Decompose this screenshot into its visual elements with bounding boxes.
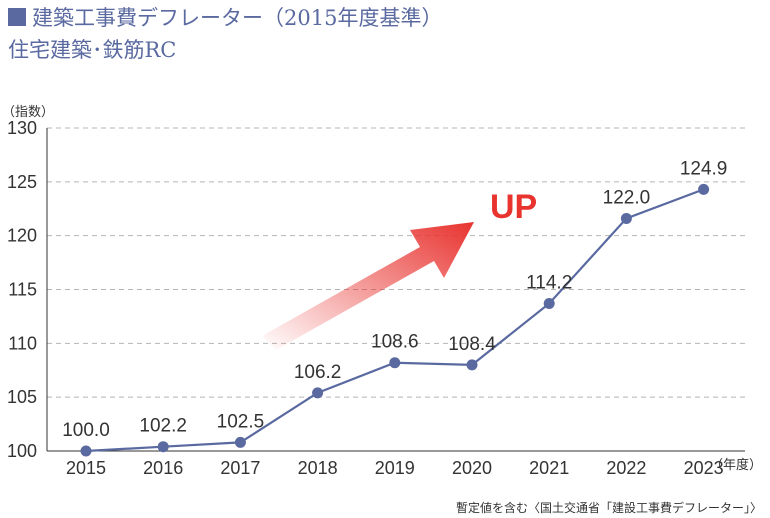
- up-annotation: UP: [490, 188, 537, 226]
- x-tick-label: 2016: [143, 458, 183, 478]
- y-tick-label: 125: [7, 172, 37, 192]
- y-axis-unit-label: （指数）: [2, 105, 54, 120]
- data-point: [466, 359, 478, 371]
- data-label: 102.5: [217, 411, 265, 432]
- series-line: [85, 188, 704, 453]
- y-tick-label: 100: [7, 441, 37, 461]
- x-axis-unit-label: （年度）: [710, 457, 762, 473]
- series-line-group: 100.0 102.2 102.5 106.2 108.6 108.4 114.2 122.0…: [62, 158, 728, 457]
- y-tick-label: 115: [8, 280, 37, 300]
- x-tick-label: 2015: [66, 458, 106, 478]
- data-label: 108.6: [371, 332, 419, 353]
- x-tick-label: 2022: [606, 458, 646, 478]
- source-note: 暫定値を含む〈国土交通省「建設工事費デフレーター」〉: [455, 501, 762, 515]
- data-point: [620, 212, 632, 224]
- data-point: [389, 357, 401, 369]
- y-tick-label: 110: [8, 333, 37, 353]
- data-label: 114.2: [526, 272, 572, 293]
- title-square-icon: [8, 8, 26, 26]
- x-tick-label: 2023: [684, 458, 724, 478]
- x-tick-label: 2019: [375, 458, 415, 478]
- y-tick-label: 105: [7, 387, 37, 407]
- data-point: [157, 441, 169, 453]
- chart-title-block: 建築工事費デフレーター（2015年度基準） 住宅建築･鉄筋RC: [8, 2, 442, 66]
- data-label: 124.9: [680, 158, 728, 179]
- data-point: [698, 183, 710, 195]
- x-tick-label: 2017: [220, 458, 260, 478]
- y-tick-label: 130: [7, 118, 37, 138]
- data-label: 106.2: [294, 362, 342, 383]
- data-point: [234, 436, 246, 448]
- chart-title: 建築工事費デフレーター（2015年度基準）: [8, 2, 442, 34]
- data-label: 102.2: [139, 416, 187, 437]
- y-tick-label: 120: [7, 226, 37, 246]
- data-point: [312, 387, 324, 399]
- y-tick-labels: 100 105 110 115 120 125 130: [7, 118, 37, 461]
- x-tick-labels: 2015 2016 2017 2018 2019 2020 2021 2022 2023: [66, 458, 724, 478]
- data-point: [80, 445, 92, 457]
- data-label: 108.4: [448, 334, 496, 355]
- chart-title-text: 建築工事費デフレーター（2015年度基準）: [32, 6, 443, 30]
- x-tick-label: 2020: [452, 458, 492, 478]
- data-point: [543, 297, 555, 309]
- x-tick-label: 2021: [529, 458, 569, 478]
- chart-subtitle: 住宅建築･鉄筋RC: [8, 38, 177, 62]
- data-label: 100.0: [62, 420, 110, 441]
- data-label: 122.0: [603, 187, 651, 208]
- x-tick-label: 2018: [298, 458, 338, 478]
- up-arrow-icon: [262, 222, 474, 350]
